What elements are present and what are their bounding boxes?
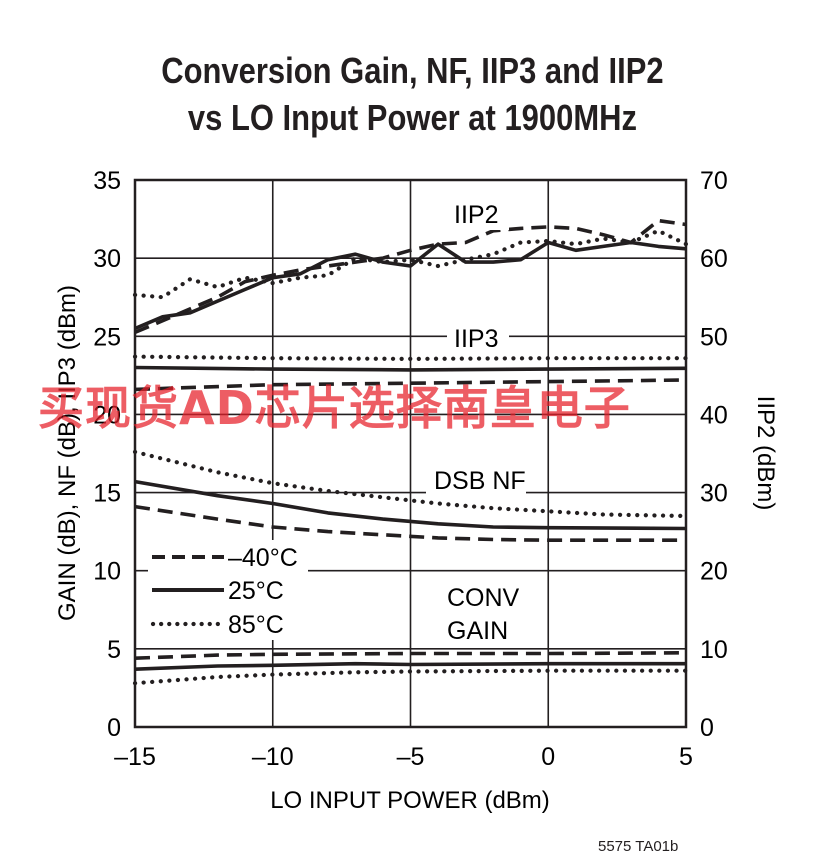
x-tick-label: 0 [541, 743, 555, 771]
series-iip3-25 [134, 365, 687, 372]
y-axis-left-label: GAIN (dB), NF (dB), IIP3 (dBm) [54, 285, 81, 621]
y-right-tick-label: 20 [700, 558, 728, 586]
plot-frame [133, 178, 688, 729]
series-iip2-40 [134, 218, 687, 335]
grid [135, 180, 686, 727]
figure-id: 5575 TA01b [598, 838, 679, 855]
annotation-dsb-nf: DSB NF [434, 467, 526, 495]
y-left-tick-label: 10 [93, 558, 121, 586]
y-left-tick-label: 5 [107, 636, 121, 664]
y-left-tick-label: 0 [107, 714, 121, 742]
annotation-gain: GAIN [447, 617, 508, 645]
x-axis-label: LO INPUT POWER (dBm) [270, 787, 550, 814]
iip2-label-bg [447, 198, 509, 230]
series-group [132, 218, 689, 686]
series-dsb-nf-40 [134, 504, 686, 543]
watermark: 买现货AD芯片选择南皇电子 [38, 381, 631, 435]
x-tick-label: 5 [679, 743, 693, 771]
annotation-iip3: IIP3 [454, 325, 498, 353]
series-dsb-nf-85 [132, 449, 689, 519]
y-left-tick-label: 30 [93, 245, 121, 273]
y-right-tick-label: 50 [700, 323, 728, 351]
conv-label-bg [440, 582, 520, 646]
y-right-tick-label: 30 [700, 480, 728, 508]
annotation-group: IIP2 IIP3 DSB NF CONV GAIN [426, 198, 526, 646]
y-right-tick-label: 60 [700, 245, 728, 273]
legend-label-25: 25°C [228, 577, 284, 605]
legend-label-minus40: –40°C [228, 544, 298, 572]
dsbnf-label-bg [426, 464, 526, 496]
series-iip2-25 [134, 240, 687, 331]
chart-title-line1: Conversion Gain, NF, IIP3 and IIP2 [161, 50, 664, 91]
x-tick-label: –15 [114, 743, 156, 771]
y-right-tick-label: 40 [700, 401, 728, 429]
y-right-tick-label: 0 [700, 714, 714, 742]
y-right-tick-label: 70 [700, 167, 728, 195]
legend-label-85: 85°C [228, 611, 284, 639]
x-tick-label: –5 [397, 743, 425, 771]
y-axis-right-label: IIP2 (dBm) [752, 396, 779, 511]
y-left-tick-label: 20 [93, 401, 121, 429]
iip3-label-bg [447, 322, 509, 354]
series-conv-gain-85 [132, 668, 689, 686]
annotation-conv: CONV [447, 584, 520, 612]
legend: –40°C 25°C 85°C [148, 540, 308, 640]
y-right-tick-label: 10 [700, 636, 728, 664]
series-conv-gain-25 [134, 661, 686, 671]
series-iip3-85 [132, 354, 689, 361]
series-dsb-nf-25 [134, 479, 687, 531]
annotation-iip2: IIP2 [454, 201, 498, 229]
chart-title-line2: vs LO Input Power at 1900MHz [187, 97, 637, 138]
y-left-tick-label: 35 [93, 167, 121, 195]
x-tick-label: –10 [252, 743, 294, 771]
y-left-tick-label: 15 [93, 480, 121, 508]
y-left-tick-label: 25 [93, 323, 121, 351]
